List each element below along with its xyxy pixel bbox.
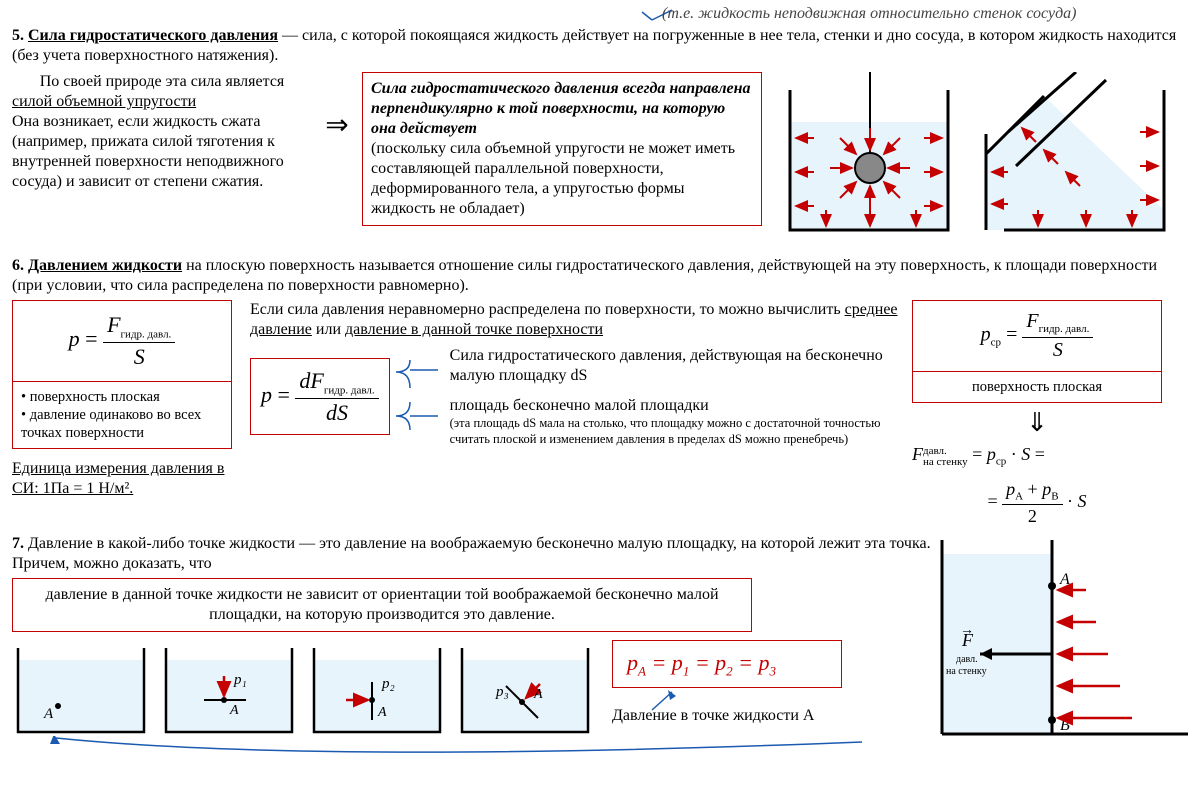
bracket-icon	[390, 352, 450, 442]
svg-text:p₂: p₂	[381, 676, 395, 692]
cond-cp: поверхность плоская	[912, 372, 1162, 403]
ann2: площадь бесконечно малой площадки	[450, 396, 912, 416]
wall-force-eq2: = pA + pB 2 · S	[912, 478, 1162, 528]
sec5-title: Сила гидростатического давления	[28, 27, 278, 44]
panel-A: A	[12, 640, 152, 740]
sec7-intro: Давление в какой-либо точке жидкости — э…	[12, 535, 931, 572]
sec5-left: По своей природе эта сила является силой…	[12, 72, 312, 192]
section-7: 7. Давление в какой-либо точке жидкости …	[12, 534, 1188, 772]
panel-p3: p₃ A	[456, 640, 596, 740]
fcp-sub: гидр. давл.	[1039, 323, 1090, 335]
sec6-middle: Если сила давления неравномерно распреде…	[232, 300, 912, 447]
formula-p-basic: p = Fгидр. давл. S	[12, 300, 232, 382]
pcp-sub: ср	[991, 336, 1001, 348]
sec7-box: давление в данной точке жидкости не зави…	[12, 578, 752, 632]
formula-p-basic-cond: поверхность плоская давление одинаково в…	[12, 382, 232, 449]
svg-text:давл.: давл.	[956, 654, 978, 665]
wall-diagram: A B F → давл. на стенку	[938, 534, 1188, 750]
wall-force-eq: Fдавл.на стенку = pср · S =	[912, 443, 1162, 469]
sec6-def: на плоскую поверхность называется отноше…	[12, 257, 1157, 294]
sec5-principle-box: Сила гидростатического давления всегда н…	[362, 72, 762, 226]
sec5-mid-b2: (поскольку сила объемной упругости не мо…	[371, 139, 753, 219]
sec5-left-l1: По своей природе эта сила является	[12, 72, 312, 92]
ds-denom: dS	[295, 399, 378, 427]
arrow-icon: ⇒	[312, 72, 362, 143]
svg-text:B: B	[1060, 717, 1070, 734]
formula-p-diff: p = dFгидр. давл. dS	[250, 358, 390, 436]
s-denom-1: S	[103, 343, 175, 371]
svg-text:A: A	[377, 705, 387, 720]
sec6-num: 6.	[12, 257, 24, 274]
f-sub-1: гидр. давл.	[121, 328, 172, 340]
sec5-vessel-diagram	[776, 72, 1166, 248]
svg-text:на стенку: на стенку	[946, 666, 987, 677]
svg-text:A: A	[229, 703, 239, 718]
panel-p2: p₂ A	[308, 640, 448, 740]
section-5: 5. Сила гидростатического давления — сил…	[12, 26, 1188, 248]
sec5-left-l2: силой объемной упругости	[12, 93, 196, 110]
sec6-title: Давлением жидкости	[28, 257, 182, 274]
panel-p1: p₁ A	[160, 640, 300, 740]
svg-text:A: A	[1059, 571, 1070, 588]
formula-p-avg: pср = Fгидр. давл. S	[912, 300, 1162, 372]
sec5-left-l3: Она возникает, если жидкость сжата (напр…	[12, 112, 312, 192]
down-arrow-icon: ⇓	[912, 407, 1162, 440]
svg-text:→: →	[960, 623, 974, 638]
long-curve-arrow-icon	[12, 736, 882, 766]
svg-text:A: A	[533, 687, 543, 702]
scp: S	[1022, 338, 1093, 363]
mid-i2: или	[312, 321, 345, 338]
sec6-right: pср = Fгидр. давл. S поверхность плоская…	[912, 300, 1162, 528]
sec5-mid-b1: Сила гидростатического давления всегда н…	[371, 79, 753, 139]
svg-text:A: A	[43, 706, 54, 722]
section-6: 6. Давлением жидкости на плоскую поверхн…	[12, 256, 1188, 528]
ann2b: (эта площадь dS мала на столько, что пло…	[450, 416, 912, 447]
mid-i1: Если сила давления неравномерно распреде…	[250, 301, 845, 318]
svg-text:p₁: p₁	[233, 672, 247, 688]
df-sub: гидр. давл.	[324, 384, 375, 396]
sec5-num: 5.	[12, 27, 24, 44]
cond2: давление одинаково во всех точках поверх…	[21, 406, 223, 442]
svg-text:p₃: p₃	[495, 684, 509, 700]
ann1: Сила гидростатического давления, действу…	[450, 346, 912, 386]
si-units: Единица измерения давления в СИ: 1Па = 1…	[12, 459, 232, 499]
top-note: (т.е. жидкость неподвижная относительно …	[662, 4, 1077, 24]
eq-caption: Давление в точке жидкости A	[612, 706, 842, 726]
sec7-num: 7.	[12, 535, 24, 552]
formula-p-equal: pA = p1 = p2 = p3	[612, 640, 842, 689]
cond1: поверхность плоская	[21, 388, 223, 406]
mid-ul2: давление в данной точке поверхности	[345, 321, 603, 338]
